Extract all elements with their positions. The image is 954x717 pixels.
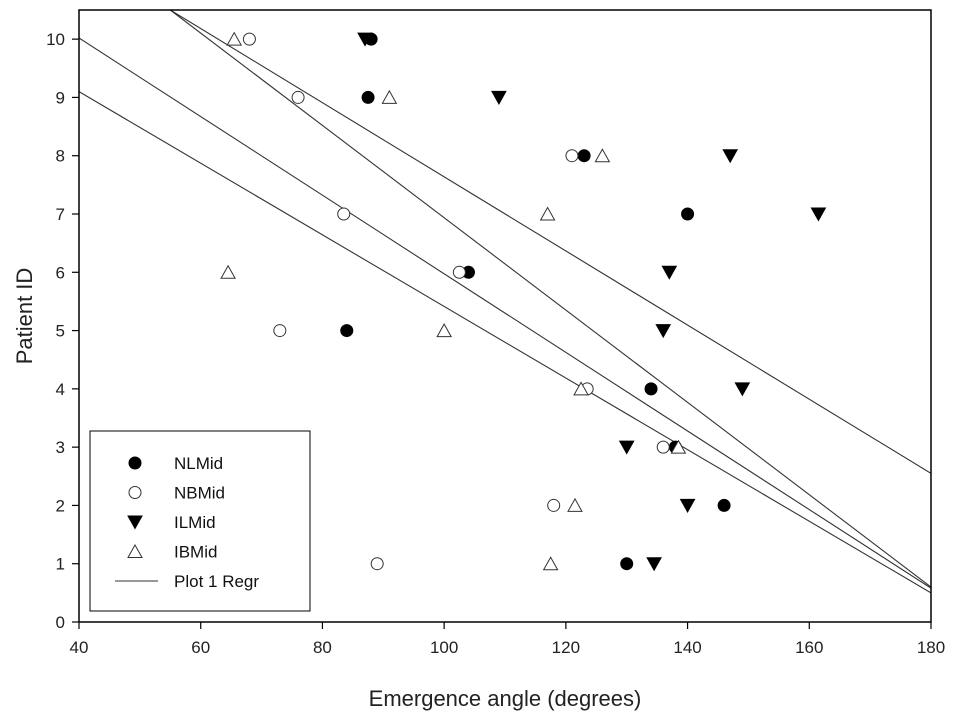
y-tick-label: 0 xyxy=(56,613,65,632)
plot-area-frame xyxy=(78,9,932,623)
x-tick-label: 60 xyxy=(191,638,210,657)
point-nlmid-9 xyxy=(361,90,375,104)
x-tick-label: 120 xyxy=(552,638,580,657)
series-ibmid xyxy=(220,31,687,571)
x-tick-label: 180 xyxy=(917,638,945,657)
point-ibmid-6 xyxy=(220,264,236,279)
axis-ticks: 40 60 80 100 120 140 160 180 0 1 2 3 4 5 6 7 8 9 10 xyxy=(46,30,945,657)
series-nlmid xyxy=(340,32,731,571)
point-nbmid-10 xyxy=(242,32,256,46)
regression-line-3 xyxy=(169,10,931,474)
point-nbmid-5 xyxy=(273,324,287,338)
point-ibmid-3 xyxy=(670,439,687,454)
point-nbmid-8 xyxy=(565,149,579,163)
series-nbmid xyxy=(242,32,670,571)
point-ibmid-9 xyxy=(381,89,398,104)
x-tick-label: 160 xyxy=(795,638,823,657)
x-tick-label: 80 xyxy=(313,638,332,657)
regression-lines xyxy=(79,10,931,594)
legend-label: ILMid xyxy=(174,513,216,532)
point-ibmid-5 xyxy=(436,323,452,338)
point-nbmid-2 xyxy=(547,498,561,512)
point-ibmid-7 xyxy=(539,206,556,221)
y-tick-label: 7 xyxy=(56,205,65,224)
x-tick-label: 40 xyxy=(70,638,89,657)
y-tick-label: 8 xyxy=(56,147,65,166)
point-ilmid-9 xyxy=(491,90,507,105)
point-nbmid-1 xyxy=(370,557,384,571)
point-nlmid-5 xyxy=(340,324,354,338)
regression-line-2 xyxy=(79,91,931,594)
point-ilmid-6 xyxy=(661,265,678,280)
y-tick-label: 2 xyxy=(56,496,65,515)
y-tick-label: 10 xyxy=(46,30,65,49)
point-nlmid-4 xyxy=(644,382,658,396)
regression-line-1 xyxy=(79,37,931,589)
y-tick-label: 3 xyxy=(56,438,65,457)
legend-marker-ibmid xyxy=(127,543,143,558)
point-ibmid-1 xyxy=(542,556,559,571)
point-nlmid-8 xyxy=(577,149,591,163)
legend-label: NBMid xyxy=(174,484,225,503)
legend-label: NLMid xyxy=(174,454,223,473)
legend-marker-nlmid xyxy=(128,456,142,470)
y-axis-title: Patient ID xyxy=(12,268,37,365)
y-tick-label: 9 xyxy=(56,88,65,107)
point-ilmid-7 xyxy=(810,207,827,222)
point-nbmid-3 xyxy=(656,440,670,454)
x-tick-label: 140 xyxy=(673,638,701,657)
point-ilmid-1 xyxy=(646,557,662,572)
point-ilmid-5 xyxy=(655,324,672,339)
legend-label: IBMid xyxy=(174,543,217,562)
point-nlmid-2 xyxy=(717,498,731,512)
point-ibmid-8 xyxy=(594,148,611,163)
point-ilmid-2 xyxy=(679,498,696,513)
data-points xyxy=(220,31,827,572)
point-ibmid-2 xyxy=(567,497,583,512)
point-nlmid-1 xyxy=(620,557,634,571)
point-ilmid-8 xyxy=(722,149,739,164)
y-tick-label: 1 xyxy=(56,555,65,574)
series-ilmid xyxy=(357,32,827,572)
regression-line-4 xyxy=(169,10,931,588)
legend: NLMid NBMid ILMid IBMid Plot 1 Regr xyxy=(89,430,311,612)
point-nbmid-6 xyxy=(452,265,466,279)
point-ilmid-10 xyxy=(357,32,373,47)
point-ibmid-10 xyxy=(226,31,243,46)
legend-marker-nbmid xyxy=(128,486,142,499)
x-tick-label: 100 xyxy=(430,638,458,657)
legend-label: Plot 1 Regr xyxy=(174,572,259,591)
legend-marker-ilmid xyxy=(127,515,143,530)
x-axis-title: Emergence angle (degrees) xyxy=(369,686,642,711)
point-nbmid-9 xyxy=(291,90,305,104)
y-tick-label: 6 xyxy=(56,263,65,282)
y-tick-label: 4 xyxy=(56,380,65,399)
y-tick-label: 5 xyxy=(56,322,65,341)
point-ilmid-4 xyxy=(734,382,751,397)
point-ibmid-4 xyxy=(573,381,589,396)
point-ilmid-3 xyxy=(618,440,635,455)
point-nlmid-7 xyxy=(681,207,695,221)
point-nbmid-7 xyxy=(337,207,351,221)
